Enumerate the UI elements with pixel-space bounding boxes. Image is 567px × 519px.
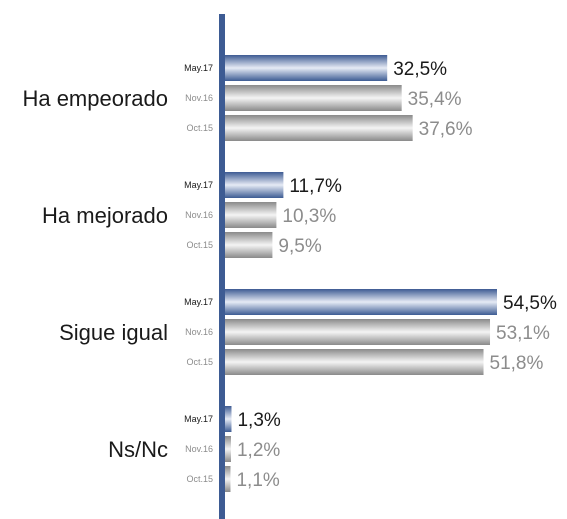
period-label-ns-nc-may-17: May.17 <box>184 414 213 424</box>
period-label-ns-nc-oct-15: Oct.15 <box>186 474 213 484</box>
value-label-ha-mejorado-nov-16: 10,3% <box>282 206 336 227</box>
vertical-axis-line <box>219 14 225 519</box>
bar-ha-empeorado-nov-16 <box>225 85 402 111</box>
value-label-sigue-igual-nov-16: 53,1% <box>496 323 550 344</box>
category-label-ha-mejorado: Ha mejorado <box>42 203 168 228</box>
bar-ns-nc-nov-16 <box>225 436 231 462</box>
bar-ha-mejorado-may-17 <box>225 172 284 198</box>
period-label-sigue-igual-may-17: May.17 <box>184 297 213 307</box>
period-label-ha-empeorado-may-17: May.17 <box>184 63 213 73</box>
bar-ns-nc-may-17 <box>225 406 232 432</box>
period-label-ns-nc-nov-16: Nov.16 <box>185 444 213 454</box>
bar-ha-empeorado-may-17 <box>225 55 388 81</box>
period-label-ha-mejorado-nov-16: Nov.16 <box>185 210 213 220</box>
value-label-ns-nc-may-17: 1,3% <box>237 410 280 431</box>
value-label-ns-nc-oct-15: 1,1% <box>236 470 279 491</box>
value-label-sigue-igual-oct-15: 51,8% <box>490 353 544 374</box>
period-label-sigue-igual-nov-16: Nov.16 <box>185 327 213 337</box>
value-label-sigue-igual-may-17: 54,5% <box>503 293 557 314</box>
period-label-ha-empeorado-nov-16: Nov.16 <box>185 93 213 103</box>
bar-ha-mejorado-nov-16 <box>225 202 277 228</box>
category-label-sigue-igual: Sigue igual <box>59 320 168 345</box>
value-label-ha-mejorado-may-17: 11,7% <box>289 176 342 197</box>
value-label-ha-mejorado-oct-15: 9,5% <box>278 236 321 257</box>
value-label-ha-empeorado-oct-15: 37,6% <box>419 119 473 140</box>
value-label-ha-empeorado-nov-16: 35,4% <box>408 89 462 110</box>
category-label-ns-nc: Ns/Nc <box>108 437 168 462</box>
bar-sigue-igual-may-17 <box>225 289 497 315</box>
bar-ha-mejorado-oct-15 <box>225 232 273 258</box>
value-label-ns-nc-nov-16: 1,2% <box>237 440 280 461</box>
category-label-ha-empeorado: Ha empeorado <box>22 86 168 111</box>
bar-sigue-igual-oct-15 <box>225 349 484 375</box>
period-label-ha-empeorado-oct-15: Oct.15 <box>186 123 213 133</box>
bar-ha-empeorado-oct-15 <box>225 115 413 141</box>
bar-sigue-igual-nov-16 <box>225 319 491 345</box>
period-label-sigue-igual-oct-15: Oct.15 <box>186 357 213 367</box>
bar-ns-nc-oct-15 <box>225 466 231 492</box>
period-label-ha-mejorado-oct-15: Oct.15 <box>186 240 213 250</box>
value-label-ha-empeorado-may-17: 32,5% <box>393 59 447 80</box>
period-label-ha-mejorado-may-17: May.17 <box>184 180 213 190</box>
